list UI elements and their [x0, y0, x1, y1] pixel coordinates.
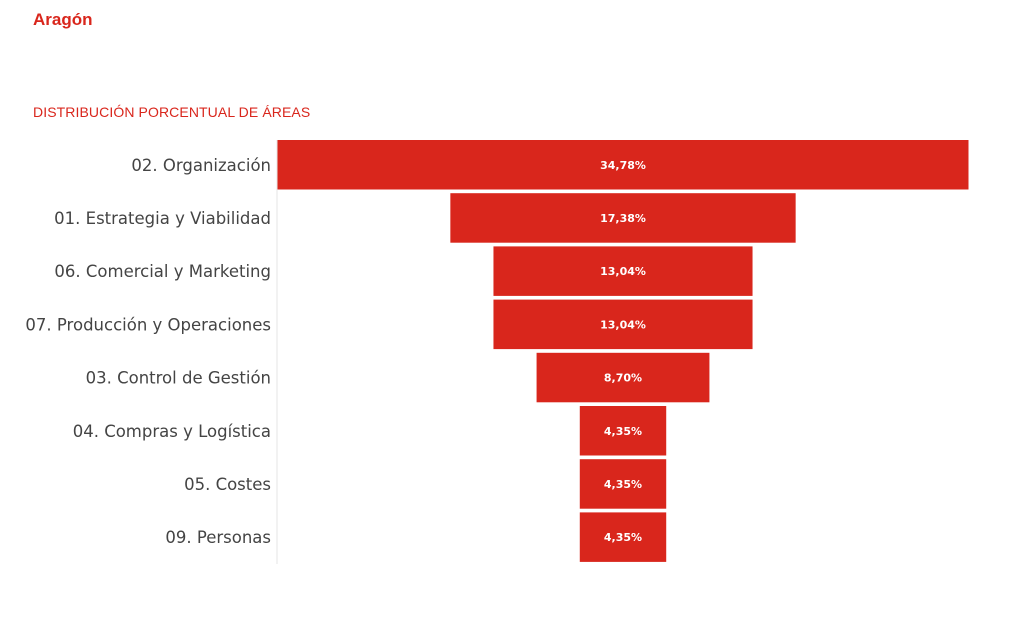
funnel-bar[interactable] [450, 193, 796, 243]
bar-value-label: 34,78% [600, 159, 646, 172]
bar-value-label: 8,70% [604, 372, 642, 385]
bar-value-label: 4,35% [604, 425, 642, 438]
category-label: 05. Costes [184, 475, 271, 494]
region-title: Aragón [33, 10, 93, 29]
funnel-bar[interactable] [277, 140, 969, 190]
category-label: 02. Organización [131, 156, 271, 175]
funnel-bar[interactable] [579, 406, 667, 456]
funnel-bar[interactable] [493, 246, 753, 296]
funnel-bar[interactable] [579, 459, 667, 509]
funnel-bar[interactable] [579, 512, 667, 562]
funnel-bars: 34,78% 02. Organización 17,38% 01. Estrateg… [25, 140, 969, 562]
bar-value-label: 4,35% [604, 478, 642, 491]
bar-value-label: 13,04% [600, 318, 646, 331]
chart-title: DISTRIBUCIÓN PORCENTUAL DE ÁREAS [33, 104, 311, 120]
bar-value-label: 17,38% [600, 212, 646, 225]
category-label: 06. Comercial y Marketing [54, 262, 271, 281]
category-label: 04. Compras y Logística [73, 422, 271, 441]
funnel-bar[interactable] [536, 352, 710, 403]
category-label: 03. Control de Gestión [86, 369, 271, 388]
funnel-bar[interactable] [493, 299, 753, 350]
category-label: 07. Producción y Operaciones [25, 315, 271, 334]
bar-value-label: 4,35% [604, 531, 642, 544]
bar-value-label: 13,04% [600, 265, 646, 278]
category-label: 01. Estrategia y Viabilidad [54, 209, 271, 228]
category-label: 09. Personas [165, 528, 271, 547]
